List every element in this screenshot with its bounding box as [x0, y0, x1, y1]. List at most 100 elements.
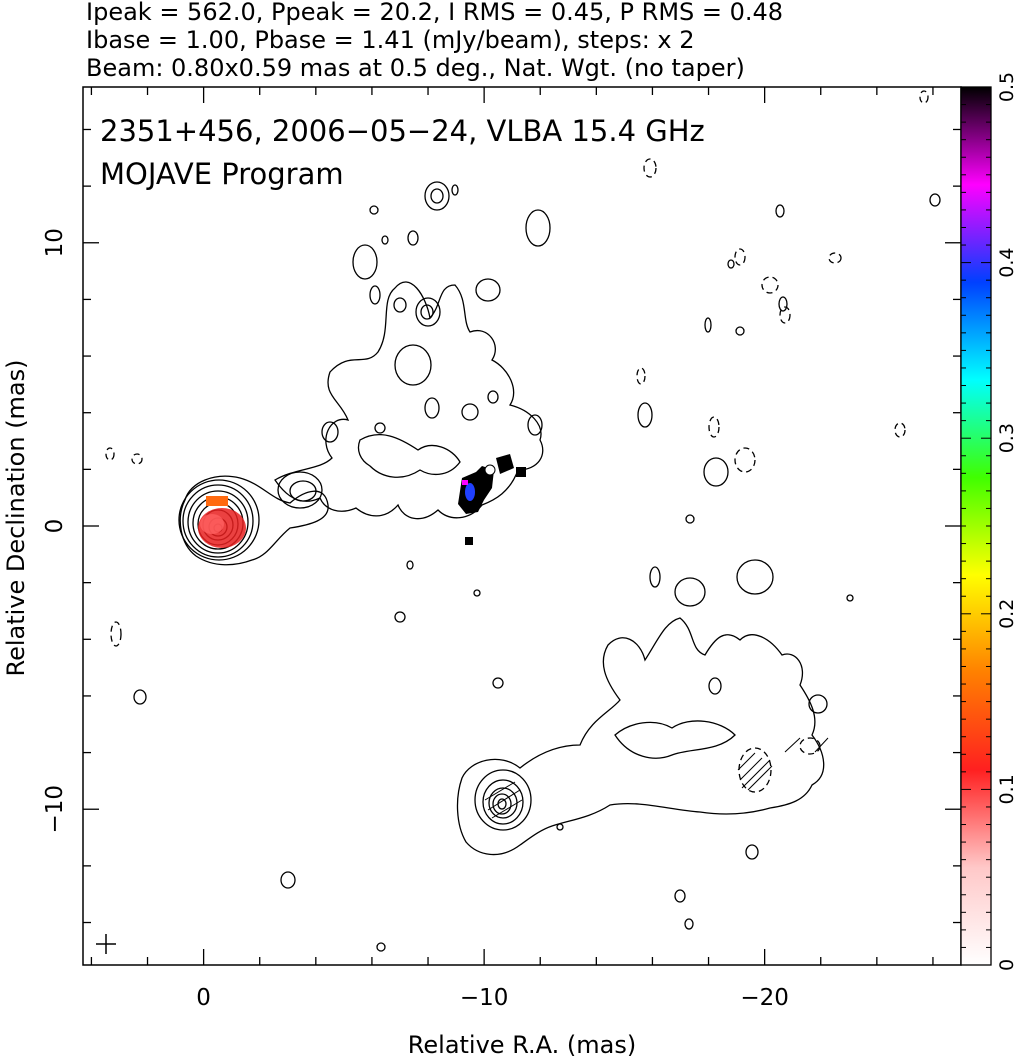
header-line-3: Beam: 0.80x0.59 mas at 0.5 deg., Nat. Wg…: [86, 54, 745, 82]
knot-polarization-patch: [462, 480, 468, 485]
negative-contour: [919, 90, 929, 104]
core-contour: [178, 479, 260, 561]
knot-polarization-patch: [458, 466, 494, 514]
core-outer-contour: [179, 475, 329, 566]
jet-plume-contour: [274, 281, 544, 520]
colorbar-tick-label: 0.4: [996, 247, 1018, 277]
colorbar-tick-label: 0: [996, 959, 1018, 971]
plume-contour: [321, 421, 339, 443]
lobe-contour: [456, 617, 825, 856]
lobe-contour: [674, 889, 686, 903]
lobe-contour: [736, 559, 774, 595]
jet-plume-inner: [357, 433, 461, 478]
core-contour: [187, 490, 249, 554]
core-polarization-patch: [200, 514, 224, 534]
noise-contour: [846, 594, 854, 602]
lobe-contour: [808, 694, 828, 714]
noise-contour: [735, 326, 745, 336]
plume-contour: [381, 235, 389, 245]
plume-contour: [527, 414, 543, 436]
colorbar: 0 0.1 0.2 0.3 0.4 0.5: [960, 72, 1018, 971]
negative-contour: [828, 252, 842, 264]
plume-contour: [424, 397, 440, 419]
program-subtitle: MOJAVE Program: [100, 157, 344, 191]
y-tick-label: 10: [42, 228, 68, 257]
plume-contour: [451, 184, 459, 196]
colorbar-tick-label: 0.1: [996, 774, 1018, 804]
plume-contour: [487, 390, 499, 404]
plume-contour: [420, 304, 434, 320]
lobe-contour: [614, 720, 736, 759]
plume-contour: [461, 403, 479, 421]
y-tick-label: −10: [42, 785, 68, 834]
negative-contour: [761, 276, 779, 294]
colorbar-ticks: [961, 86, 991, 966]
axis-tick-labels: 0 −10 −20 10 0 −10: [42, 228, 789, 1011]
negative-contour: [643, 158, 657, 178]
colorbar-tick-label: 0.2: [996, 599, 1018, 629]
noise-contour: [727, 259, 735, 269]
x-tick-label: 0: [196, 985, 211, 1011]
noise-contour: [929, 193, 941, 207]
plume-contour: [394, 344, 432, 386]
negative-contour: [636, 367, 646, 385]
plot-area: 2351+456, 2006−05−24, VLBA 15.4 GHz MOJA…: [42, 86, 962, 1011]
core-contour: [182, 484, 254, 558]
polarization-overlay: [198, 454, 526, 548]
lobe-knot-contour: [492, 793, 512, 815]
plume-contour: [525, 209, 551, 247]
y-tick-label: 0: [42, 519, 68, 534]
source-title: 2351+456, 2006−05−24, VLBA 15.4 GHz: [100, 114, 705, 148]
plume-contour: [415, 297, 441, 327]
jet-knot-contour: [277, 471, 323, 509]
knot-polarization-patch: [484, 464, 496, 476]
plume-contour: [424, 181, 450, 211]
negative-contour: [708, 416, 720, 438]
knot-polarization-patch: [516, 467, 526, 477]
lobe-contour: [745, 844, 759, 860]
negative-contour: [734, 248, 746, 266]
core-polarization-patch: [206, 496, 228, 506]
noise-contour: [376, 942, 386, 952]
x-tick-label: −20: [740, 985, 789, 1011]
lobe-contour: [556, 823, 564, 831]
y-axis-title: Relative Declination (mas): [2, 359, 30, 676]
noise-contour: [280, 871, 296, 889]
noise-contour: [685, 514, 695, 524]
negative-contour: [110, 621, 122, 647]
negative-contour: [734, 447, 756, 473]
plume-contour: [407, 230, 419, 246]
negative-contour: [105, 447, 115, 461]
plume-contour: [473, 589, 481, 597]
header-line-2: Ibase = 1.00, Pbase = 1.41 (mJy/beam), s…: [86, 26, 695, 54]
hatched-region: [484, 737, 829, 819]
lobe-contour: [674, 577, 706, 607]
lobe-knot-contour: [482, 779, 524, 825]
plume-contour: [430, 188, 444, 204]
plume-contour: [374, 422, 386, 434]
lobe-contour: [775, 204, 785, 218]
lobe-contour: [704, 317, 712, 333]
plume-contour: [369, 205, 379, 215]
lobe-contour: [684, 918, 694, 930]
colorbar-tick-label: 0.5: [996, 72, 1018, 102]
noise-contour: [778, 296, 788, 312]
beam-marker: [96, 934, 116, 954]
colorbar-tick-labels: 0 0.1 0.2 0.3 0.4 0.5: [996, 72, 1018, 971]
lobe-knot-contour: [474, 769, 532, 831]
lobe-contour: [637, 402, 653, 428]
x-axis-title: Relative R.A. (mas): [408, 1031, 636, 1059]
jet-knot-contour: [289, 480, 317, 502]
header-line-1: Ipeak = 562.0, Ppeak = 20.2, I RMS = 0.4…: [86, 0, 783, 26]
negative-contour: [131, 453, 143, 465]
plume-contour: [352, 244, 378, 280]
lobe-contour: [649, 566, 661, 588]
plume-contour: [475, 278, 501, 302]
x-tick-label: −10: [460, 985, 509, 1011]
axis-ticks: [83, 87, 961, 965]
plume-contour: [406, 560, 414, 570]
plume-contour: [393, 297, 407, 313]
plume-contour: [394, 611, 406, 623]
colorbar-tick-label: 0.3: [996, 423, 1018, 453]
